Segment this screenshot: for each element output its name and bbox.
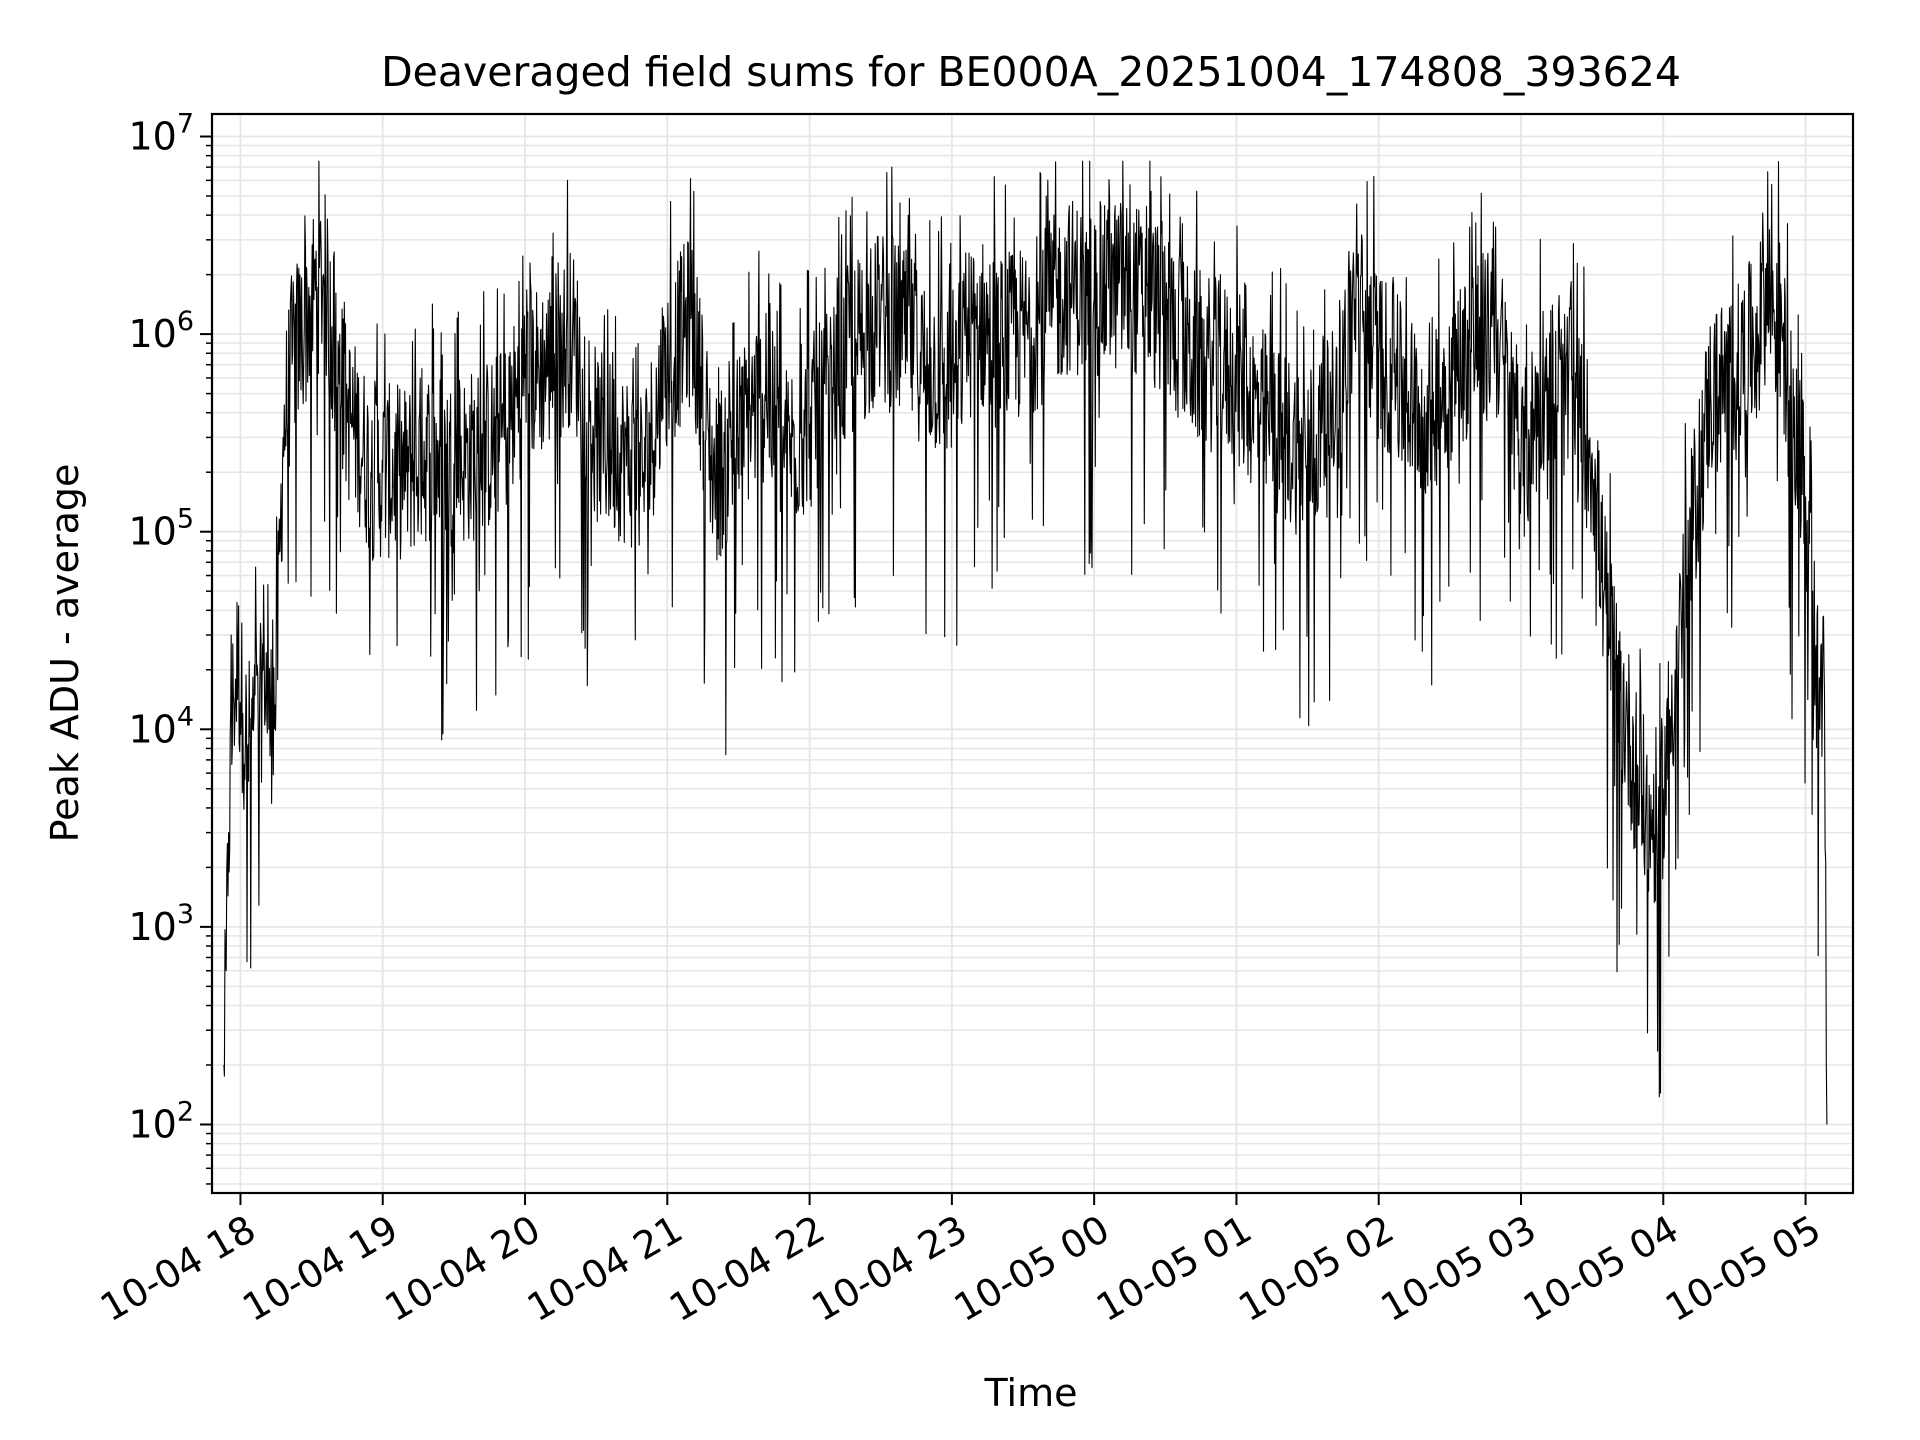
y-axis-label: Peak ADU - average xyxy=(43,464,87,843)
y-axis: 102 103 104 105 106 107 xyxy=(128,109,212,1185)
y-tick-label: 103 xyxy=(128,899,194,949)
y-tick-label: 107 xyxy=(128,109,194,159)
plot-frame xyxy=(210,112,1855,1195)
y-tick-label: 105 xyxy=(128,504,194,554)
series-line xyxy=(223,160,1828,1125)
chart-title: Deaveraged field sums for BE000A_2025100… xyxy=(381,48,1681,96)
x-axis-label: Time xyxy=(984,1371,1078,1415)
y-tick-label: 102 xyxy=(128,1096,194,1146)
y-tick-label: 106 xyxy=(128,306,194,356)
data-line-group xyxy=(223,160,1828,1125)
y-tick-label: 104 xyxy=(128,701,194,751)
